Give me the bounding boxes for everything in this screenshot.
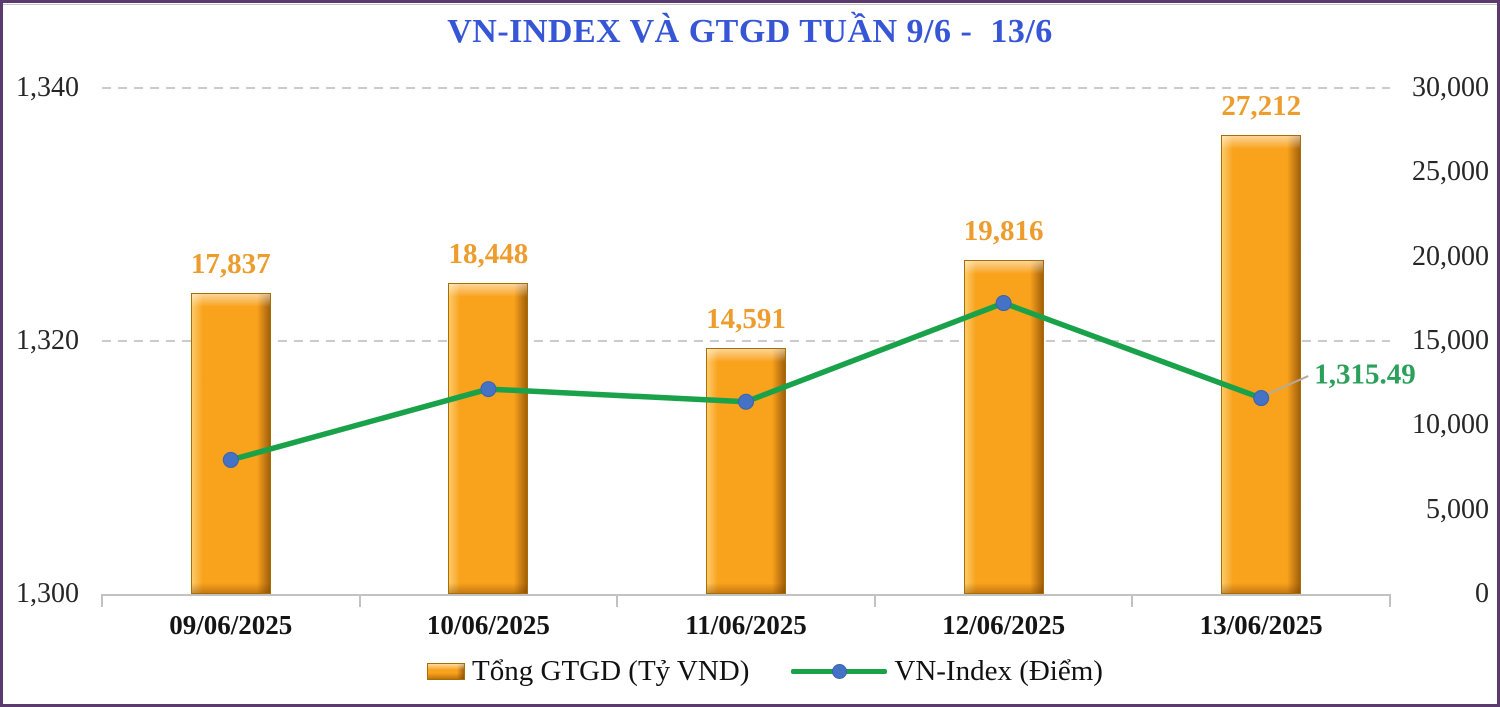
vnindex-line-chart bbox=[222, 295, 1309, 468]
right-axis-label-10,000: 10,000 bbox=[1412, 409, 1489, 441]
end-label-leader-line bbox=[1264, 375, 1309, 396]
vnindex-point-12/06/2025 bbox=[995, 295, 1012, 312]
vnindex-point-10/06/2025 bbox=[480, 381, 497, 398]
gtgd-bar-value-label: 19,816 bbox=[963, 214, 1044, 247]
right-axis-label-0: 0 bbox=[1475, 578, 1489, 609]
gtgd-bar-value-label: 27,212 bbox=[1221, 90, 1302, 123]
legend: Tổng GTGD (Tỷ VND) VN-Index (Điểm) bbox=[33, 655, 1497, 687]
x-axis-line bbox=[102, 594, 1390, 596]
vnindex-point-13/06/2025 bbox=[1253, 390, 1270, 407]
right-axis-label-20,000: 20,000 bbox=[1412, 240, 1489, 272]
gtgd-bar-value-label: 17,837 bbox=[190, 248, 271, 281]
gtgd-bar-10/06/2025 bbox=[448, 282, 529, 594]
x-axis-tick bbox=[1389, 594, 1391, 607]
plot-area: 17,837 18,448 14,591 19,816 27,212 09/06/2025… bbox=[101, 87, 1416, 640]
x-axis-label-13/06/2025: 13/06/2025 bbox=[1199, 610, 1323, 640]
legend-item-vnindex: VN-Index (Điểm) bbox=[791, 655, 1103, 687]
right-axis-label-5,000: 5,000 bbox=[1426, 493, 1489, 525]
marker-dot-icon bbox=[832, 663, 848, 679]
gtgd-bar-13/06/2025 bbox=[1221, 135, 1302, 594]
gtgd-bar-09/06/2025 bbox=[190, 293, 271, 594]
x-axis-tick bbox=[616, 594, 619, 607]
gtgd-bar-value-label: 18,448 bbox=[448, 237, 529, 270]
gridline-1,340 bbox=[102, 87, 1390, 89]
x-axis-tick bbox=[1131, 594, 1134, 607]
gtgd-bar-12/06/2025 bbox=[963, 259, 1044, 594]
left-axis-label-1,320: 1,320 bbox=[16, 325, 79, 356]
vnindex-point-09/06/2025 bbox=[222, 451, 239, 468]
x-axis-tick bbox=[873, 594, 876, 607]
legend-label-vnindex: VN-Index (Điểm) bbox=[894, 655, 1103, 687]
vnindex-point-11/06/2025 bbox=[738, 393, 754, 410]
legend-item-gtgd: Tổng GTGD (Tỷ VND) bbox=[427, 655, 749, 687]
right-axis-label-15,000: 15,000 bbox=[1412, 325, 1489, 356]
bar-swatch-icon bbox=[427, 662, 466, 680]
top-hairline bbox=[3, 4, 1497, 5]
x-axis-label-09/06/2025: 09/06/2025 bbox=[169, 610, 293, 640]
x-axis-tick bbox=[358, 594, 361, 607]
right-axis-label-30,000: 30,000 bbox=[1412, 72, 1489, 103]
x-axis-tick bbox=[101, 594, 103, 607]
vnindex-end-value-label: 1,315.49 bbox=[1314, 358, 1416, 391]
left-axis-label-1,340: 1,340 bbox=[16, 72, 79, 103]
gtgd-bar-value-label: 14,591 bbox=[706, 302, 786, 335]
line-marker-swatch-icon bbox=[791, 663, 888, 680]
x-axis-label-10/06/2025: 10/06/2025 bbox=[426, 610, 550, 640]
gridline-1,320 bbox=[102, 340, 1390, 342]
legend-label-gtgd: Tổng GTGD (Tỷ VND) bbox=[472, 655, 750, 687]
x-axis-label-11/06/2025: 11/06/2025 bbox=[685, 610, 807, 640]
chart-title: VN-INDEX VÀ GTGD TUẦN 9/6 - 13/6 bbox=[447, 13, 1053, 50]
left-axis-label-1,300: 1,300 bbox=[16, 578, 79, 609]
right-axis-label-25,000: 25,000 bbox=[1412, 156, 1489, 188]
vnindex-line bbox=[228, 300, 1264, 463]
x-axis-label-12/06/2025: 12/06/2025 bbox=[942, 610, 1066, 640]
